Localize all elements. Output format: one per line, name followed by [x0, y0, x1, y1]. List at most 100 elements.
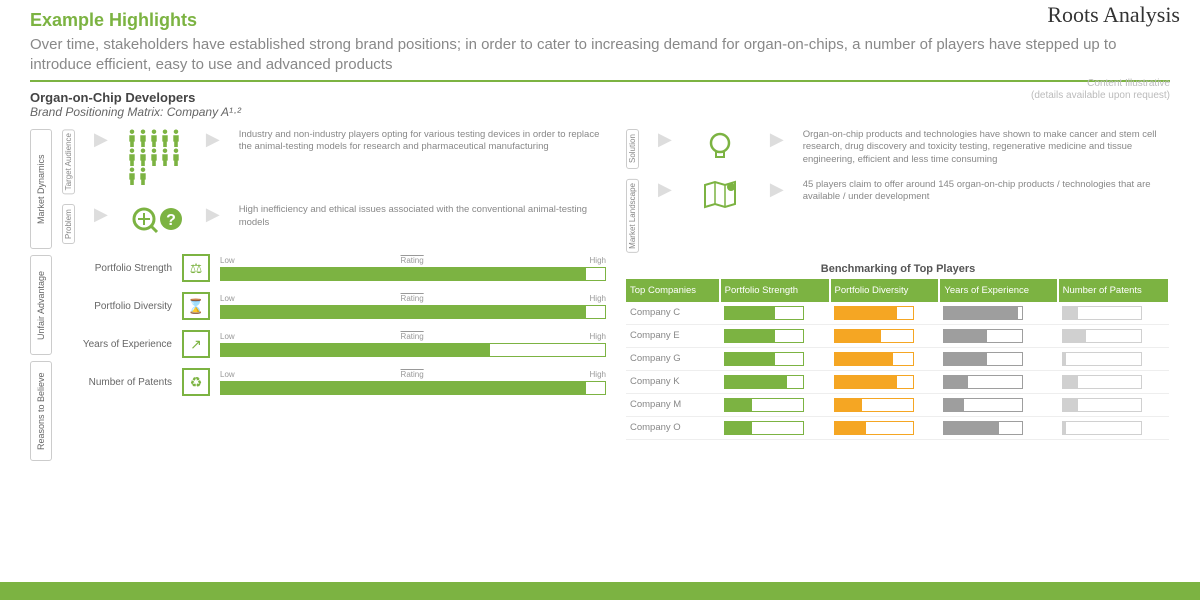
- rating-row: Years of Experience↗LowRatingHigh: [62, 330, 606, 358]
- company-name: Company M: [626, 393, 720, 416]
- chevron-icon: ▶: [658, 129, 672, 150]
- rating-bar: [220, 267, 606, 281]
- benchmark-bar: [1062, 375, 1142, 389]
- benchmark-bar: [1062, 398, 1142, 412]
- sidebar-tab: Reasons to Believe: [30, 361, 52, 461]
- benchmark-bar: [1062, 421, 1142, 435]
- chevron-icon: ▶: [206, 129, 220, 150]
- table-row: Company G: [626, 347, 1169, 370]
- company-name: Company O: [626, 416, 720, 439]
- quadrant-label: Target Audience: [62, 129, 75, 194]
- benchmark-bar: [943, 306, 1023, 320]
- chevron-icon: ▶: [658, 179, 672, 200]
- table-header: Years of Experience: [939, 279, 1057, 302]
- quadrant: Target Audience ▶ ▶ Industry and non-indust…: [62, 129, 606, 194]
- quadrant: Problem ▶? ▶ High inefficiency and ethical …: [62, 204, 606, 244]
- table-header: Portfolio Diversity: [830, 279, 940, 302]
- page-title: Example Highlights: [30, 10, 1170, 31]
- search-icon: ?: [127, 204, 187, 234]
- table-row: Company E: [626, 324, 1169, 347]
- benchmark-bar: [1062, 306, 1142, 320]
- map-icon: [691, 179, 751, 211]
- sidebar: Market Dynamics Unfair Advantage Reasons t…: [30, 129, 52, 461]
- benchmark-bar: [943, 421, 1023, 435]
- benchmark-bar: [1062, 352, 1142, 366]
- benchmark-bar: [724, 398, 804, 412]
- rating-icon: ⌛: [182, 292, 210, 320]
- rating-label: Years of Experience: [62, 339, 172, 350]
- sidebar-tab: Unfair Advantage: [30, 255, 52, 355]
- quadrant-label: Problem: [62, 204, 75, 244]
- benchmark-bar: [834, 306, 914, 320]
- rating-label: Portfolio Diversity: [62, 301, 172, 312]
- benchmark-bar: [834, 329, 914, 343]
- quadrant-text: Industry and non-industry players opting…: [239, 129, 606, 154]
- quadrant-label: Market Landscape: [626, 179, 639, 253]
- bulb-icon: [691, 129, 751, 164]
- chevron-icon: ▶: [770, 129, 784, 150]
- chevron-icon: ▶: [94, 129, 108, 150]
- illustrative-sub: (details available upon request): [1031, 90, 1170, 102]
- rating-row: Number of Patents♻LowRatingHigh: [62, 368, 606, 396]
- benchmark-bar: [943, 329, 1023, 343]
- rating-bar: [220, 381, 606, 395]
- quadrant: Market Landscape ▶ ▶ 45 players claim to of…: [626, 179, 1170, 253]
- logo: Roots Analysis: [1047, 2, 1180, 28]
- rating-bar: [220, 343, 606, 357]
- table-row: Company K: [626, 370, 1169, 393]
- sidebar-tab: Market Dynamics: [30, 129, 52, 249]
- benchmark-bar: [724, 421, 804, 435]
- benchmark-bar: [724, 375, 804, 389]
- benchmark-bar: [834, 398, 914, 412]
- quadrant-text: High inefficiency and ethical issues ass…: [239, 204, 606, 229]
- chevron-icon: ▶: [94, 204, 108, 225]
- table-row: Company O: [626, 416, 1169, 439]
- people-icon: [127, 129, 187, 185]
- section-title: Organ-on-Chip Developers: [30, 90, 1170, 105]
- benchmark-bar: [724, 306, 804, 320]
- benchmark-bar: [834, 421, 914, 435]
- left-panel: Target Audience ▶ ▶ Industry and non-indust…: [62, 129, 606, 461]
- right-panel: Solution ▶ ▶ Organ-on-chip products and tec…: [626, 129, 1170, 461]
- benchmark-table: Top CompaniesPortfolio StrengthPortfolio…: [626, 279, 1170, 440]
- company-name: Company C: [626, 302, 720, 325]
- rating-row: Portfolio Strength⚖LowRatingHigh: [62, 254, 606, 282]
- benchmark-bar: [943, 398, 1023, 412]
- chevron-icon: ▶: [206, 204, 220, 225]
- quadrant-label: Solution: [626, 129, 639, 169]
- benchmark-bar: [724, 329, 804, 343]
- benchmark-bar: [834, 375, 914, 389]
- benchmark-bar: [943, 352, 1023, 366]
- benchmark-bar: [724, 352, 804, 366]
- rating-icon: ⚖: [182, 254, 210, 282]
- table-header: Number of Patents: [1058, 279, 1169, 302]
- benchmark-title: Benchmarking of Top Players: [626, 263, 1170, 275]
- illustrative-note: Content Illustrative (details available …: [1031, 78, 1170, 102]
- rating-icon: ↗: [182, 330, 210, 358]
- table-header: Portfolio Strength: [720, 279, 830, 302]
- company-name: Company K: [626, 370, 720, 393]
- rating-row: Portfolio Diversity⌛LowRatingHigh: [62, 292, 606, 320]
- divider: [30, 80, 1170, 82]
- benchmark-bar: [943, 375, 1023, 389]
- rating-label: Number of Patents: [62, 377, 172, 388]
- quadrant: Solution ▶ ▶ Organ-on-chip products and tec…: [626, 129, 1170, 169]
- chevron-icon: ▶: [770, 179, 784, 200]
- table-header: Top Companies: [626, 279, 720, 302]
- quadrant-text: 45 players claim to offer around 145 org…: [803, 179, 1170, 204]
- footer-bar: [0, 582, 1200, 600]
- benchmark-bar: [834, 352, 914, 366]
- company-name: Company E: [626, 324, 720, 347]
- rating-icon: ♻: [182, 368, 210, 396]
- company-name: Company G: [626, 347, 720, 370]
- table-row: Company M: [626, 393, 1169, 416]
- benchmark-bar: [1062, 329, 1142, 343]
- rating-bar: [220, 305, 606, 319]
- table-row: Company C: [626, 302, 1169, 325]
- illustrative-text: Content Illustrative: [1031, 78, 1170, 90]
- subtitle: Over time, stakeholders have established…: [30, 35, 1170, 74]
- section-subtitle: Brand Positioning Matrix: Company A¹·²: [30, 105, 1170, 119]
- quadrant-text: Organ-on-chip products and technologies …: [803, 129, 1170, 166]
- svg-text:?: ?: [166, 212, 176, 229]
- rating-label: Portfolio Strength: [62, 263, 172, 274]
